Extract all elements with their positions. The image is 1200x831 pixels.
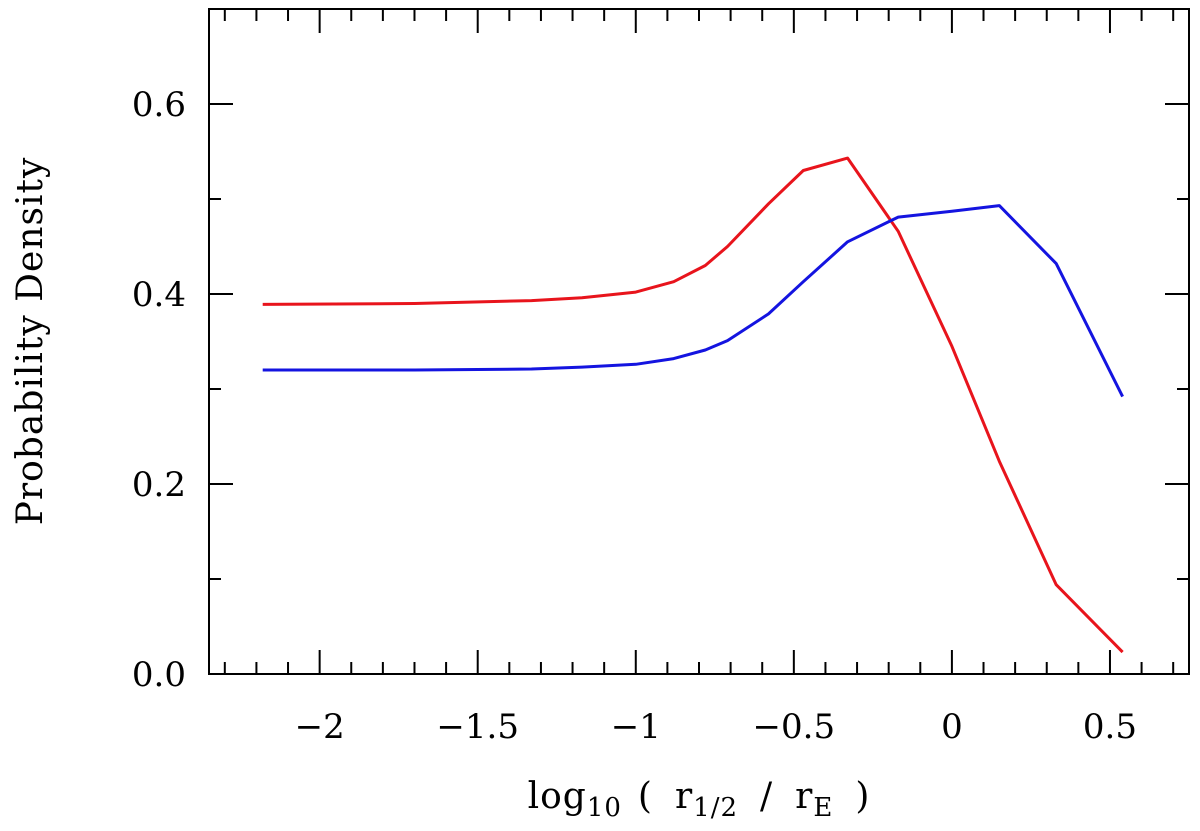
x-tick-label: −2 <box>295 707 345 747</box>
x-tick-label: 0.5 <box>1083 707 1137 747</box>
x-axis-title: log10(r1/2/rE) <box>528 776 871 823</box>
x-axis-title-num: r <box>675 776 693 817</box>
y-tick-label: 0.2 <box>132 465 186 505</box>
axis-ticks <box>209 8 1189 675</box>
x-axis-title-slash: / <box>760 776 773 817</box>
series-lines <box>262 156 1124 654</box>
x-axis-title-num-sub: 1/2 <box>693 793 738 823</box>
x-axis-title-close: ) <box>855 776 870 817</box>
x-axis-title-den: r <box>795 776 813 817</box>
y-tick-label: 0.4 <box>132 275 186 315</box>
x-tick-label: −1.5 <box>436 707 519 747</box>
plot-frame <box>208 8 1190 675</box>
x-axis-title-den-sub: E <box>813 793 833 823</box>
x-tick-label: −0.5 <box>753 707 836 747</box>
x-tick-label: −1 <box>611 707 661 747</box>
x-axis-title-prefix: log <box>528 776 587 817</box>
x-tick-label: 0 <box>941 707 963 747</box>
series-line-blue <box>262 204 1124 398</box>
tick-labels: −2 −1.5 −1 −0.5 0 0.5 0.0 0.2 0.4 0.6 <box>132 85 1137 747</box>
series-line-red <box>262 156 1124 654</box>
y-axis-title: Probability Density <box>10 157 51 526</box>
y-tick-label: 0.0 <box>132 655 186 695</box>
x-axis-title-open: ( <box>638 776 653 817</box>
x-axis-title-prefix-sub: 10 <box>587 793 622 823</box>
y-tick-label: 0.6 <box>132 85 186 125</box>
